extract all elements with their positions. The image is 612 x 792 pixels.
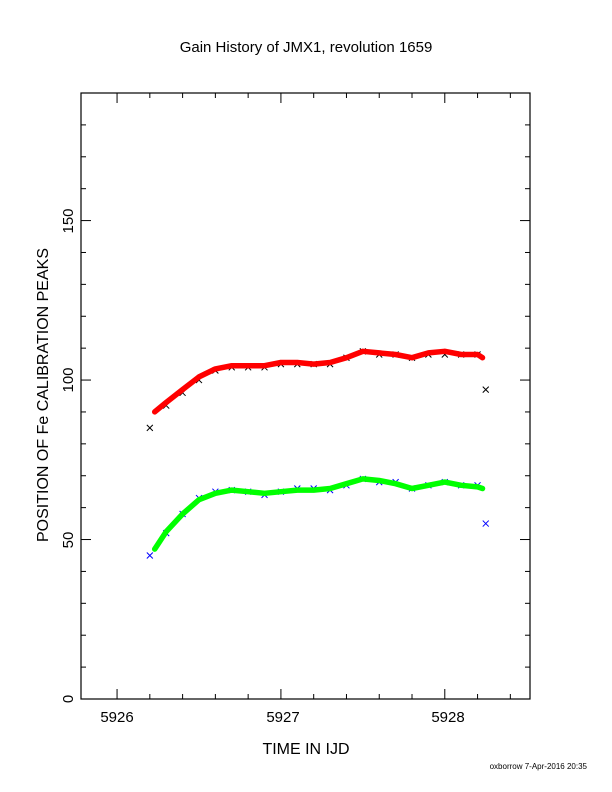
- fit-series-line: [151, 348, 486, 415]
- chart-title: Gain History of JMX1, revolution 1659: [180, 39, 433, 56]
- fit-series-line: [151, 476, 486, 552]
- data-point: [146, 552, 154, 559]
- axis-ticks: [81, 93, 530, 700]
- data-point: [146, 424, 154, 432]
- plot-area: [146, 347, 490, 559]
- y-tick-label-100: 100: [60, 367, 77, 392]
- data-point: [482, 386, 490, 393]
- footer-timestamp: oxborrow 7-Apr-2016 20:35: [490, 762, 588, 771]
- y-tick-label-150: 150: [60, 208, 77, 233]
- x-tick-label-5926: 5926: [100, 709, 133, 726]
- x-tick-label-5928: 5928: [431, 709, 464, 726]
- y-axis-label: POSITION OF Fe CALIBRATION PEAKS: [35, 248, 52, 542]
- data-point: [482, 520, 490, 527]
- plot-frame: [80, 92, 531, 700]
- fit-data-layer: [151, 348, 486, 552]
- y-tick-label-0: 0: [60, 695, 77, 703]
- y-tick-label-50: 50: [60, 532, 77, 549]
- x-axis-label: TIME IN IJD: [262, 741, 349, 758]
- x-tick-label-5927: 5927: [266, 709, 299, 726]
